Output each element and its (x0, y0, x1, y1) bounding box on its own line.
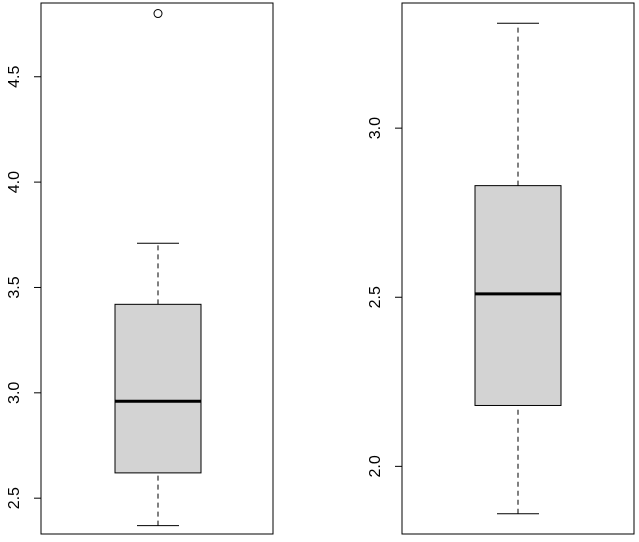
y-axis: 2.5 3.0 3.5 4.0 4.5 (6, 66, 42, 509)
y-axis: 2.0 2.5 3.0 (367, 117, 403, 477)
boxplot-panel-2: 2.0 2.5 3.0 (367, 2, 635, 535)
y-tick-label: 3.0 (6, 382, 23, 404)
y-tick-label: 3.5 (6, 276, 23, 298)
y-tick-label: 2.5 (367, 286, 384, 308)
y-tick-label: 4.5 (6, 66, 23, 88)
iqr-box (474, 185, 562, 406)
boxplot-panel-1: 2.5 3.0 3.5 4.0 4.5 (6, 2, 274, 535)
outlier-point (153, 9, 163, 19)
iqr-box (114, 303, 202, 474)
y-tick-label: 4.0 (6, 171, 23, 193)
y-tick-label: 2.5 (6, 487, 23, 509)
y-tick-label: 2.0 (367, 455, 384, 477)
y-tick-label: 3.0 (367, 117, 384, 139)
